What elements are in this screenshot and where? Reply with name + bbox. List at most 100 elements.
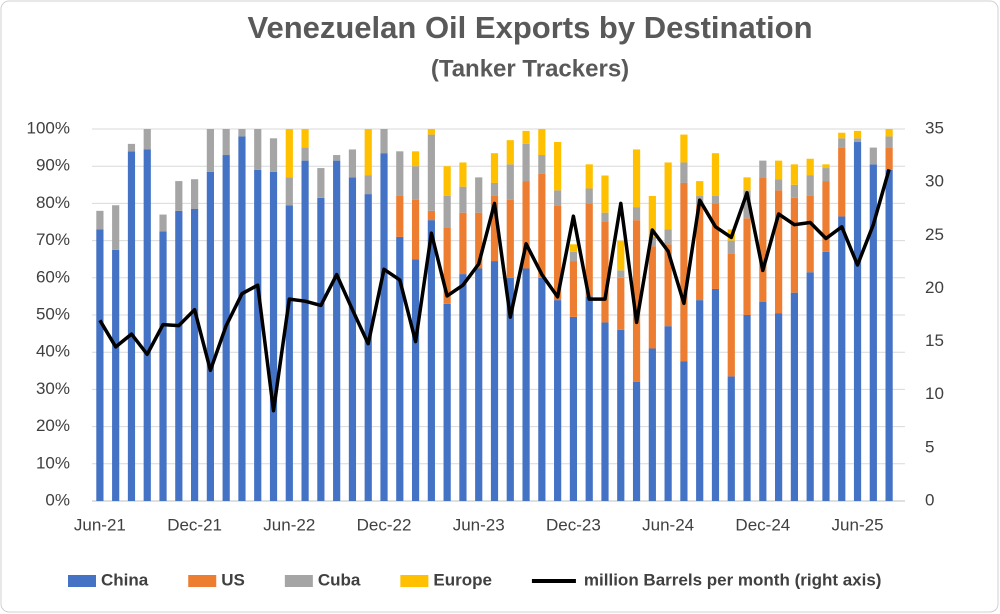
bar-segment: [238, 129, 246, 137]
bar-segment: [459, 274, 467, 501]
bar-segment: [396, 236, 404, 501]
bar-segment: [680, 162, 688, 183]
bar-segment: [885, 169, 893, 502]
bar-segment: [838, 216, 846, 502]
bar-segment: [522, 130, 530, 144]
legend-swatch: [400, 575, 429, 587]
bar-segment: [759, 160, 767, 178]
bar-segment: [127, 151, 136, 501]
bar-segment: [822, 164, 830, 169]
bar-segment: [490, 153, 499, 183]
bar-segment: [285, 129, 293, 178]
bar-segment: [364, 194, 372, 501]
bar-segment: [790, 184, 799, 198]
bar-segment: [680, 361, 688, 501]
bar-segment: [112, 205, 120, 250]
bar-segment: [443, 166, 451, 196]
bar-segment: [711, 195, 720, 204]
bar-segment: [427, 210, 435, 221]
legend-label: China: [101, 570, 149, 589]
bar-segment: [790, 164, 799, 185]
bar-segment: [475, 268, 483, 501]
bar-segment: [585, 164, 593, 189]
y-tick-label: 60%: [36, 267, 70, 286]
bar-segment: [632, 381, 641, 501]
bar-segment: [396, 195, 404, 237]
bar-segment: [648, 195, 656, 237]
bar-segment: [538, 277, 546, 501]
y-tick-label: 70%: [36, 230, 70, 249]
bar-segment: [759, 177, 767, 302]
bar-segment: [822, 168, 830, 182]
bar-segment: [427, 220, 435, 501]
x-tick-label: Dec-21: [167, 515, 222, 534]
bar-segment: [569, 261, 578, 317]
bar-segment: [885, 147, 893, 170]
x-tick-label: Jun-22: [263, 515, 315, 534]
bar-segment: [490, 195, 499, 262]
bar-segment: [427, 134, 435, 211]
legend-label: Cuba: [318, 570, 361, 589]
bar-segment: [190, 208, 199, 502]
legend-swatch: [188, 575, 217, 587]
bar-segment: [411, 151, 420, 167]
bar-segment: [632, 207, 641, 221]
bar-segment: [806, 272, 814, 501]
bar-segment: [696, 205, 704, 301]
bar-segment: [743, 218, 751, 315]
y-tick-label: 80%: [36, 193, 70, 212]
bar-segment: [175, 210, 183, 501]
bar-segment: [538, 129, 546, 156]
bar-segment: [443, 195, 451, 228]
x-tick-label: Dec-22: [357, 515, 412, 534]
bar-segment: [254, 129, 262, 170]
bar-segment: [380, 153, 388, 501]
legend-swatch: [284, 575, 313, 587]
bar-segment: [143, 149, 151, 501]
bar-segment: [711, 153, 720, 196]
bar-segment: [285, 177, 293, 206]
y-tick-label: 100%: [27, 118, 70, 137]
y2-tick-label: 5: [925, 437, 934, 456]
bar-segment: [885, 129, 893, 137]
bar-segment: [459, 186, 467, 213]
bar-segment: [175, 181, 183, 211]
y2-tick-label: 20: [925, 278, 944, 297]
y-tick-label: 20%: [36, 416, 70, 435]
x-tick-label: Dec-23: [546, 515, 601, 534]
bar-segment: [790, 197, 799, 293]
y2-tick-label: 0: [925, 490, 934, 509]
bar-segment: [601, 212, 609, 222]
x-tick-label: Jun-24: [642, 515, 694, 534]
bar-segment: [601, 175, 609, 213]
bar-segment: [206, 129, 214, 172]
bar-segment: [838, 132, 846, 139]
bar-segment: [743, 177, 751, 191]
bar-segment: [459, 212, 467, 275]
bar-segment: [269, 171, 278, 501]
bar-segment: [711, 203, 720, 289]
bar-segment: [617, 277, 625, 330]
x-tick-label: Dec-24: [735, 515, 790, 534]
bar-segment: [506, 164, 514, 200]
bar-segment: [838, 138, 846, 148]
bar-segment: [522, 143, 530, 182]
chart-subtitle: (Tanker Trackers): [431, 55, 629, 82]
x-tick-label: Jun-23: [453, 515, 505, 534]
bar-segment: [333, 160, 341, 501]
bar-segment: [853, 138, 862, 143]
bar-segment: [632, 220, 641, 382]
bar-segment: [443, 303, 451, 501]
bar-segment: [443, 227, 451, 304]
bar-segment: [664, 326, 672, 501]
bar-segment: [775, 179, 783, 191]
bar-segment: [538, 173, 546, 278]
bar-segment: [853, 130, 862, 139]
bar-segment: [664, 162, 672, 230]
y-tick-label: 30%: [36, 379, 70, 398]
bar-segment: [96, 229, 104, 501]
bar-segment: [490, 182, 499, 196]
bar-segment: [569, 316, 578, 501]
bar-segment: [601, 222, 609, 323]
